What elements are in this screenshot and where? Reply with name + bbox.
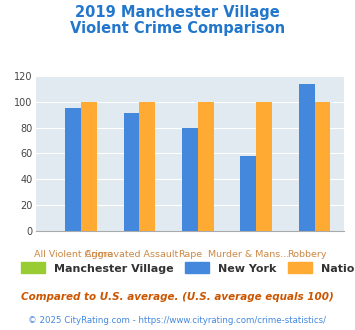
Text: Robbery: Robbery xyxy=(287,250,326,259)
Bar xyxy=(315,102,330,231)
Bar xyxy=(198,102,214,231)
Text: All Violent Crime: All Violent Crime xyxy=(34,250,113,259)
Bar xyxy=(65,108,81,231)
Text: Aggravated Assault: Aggravated Assault xyxy=(85,250,178,259)
Text: Violent Crime Comparison: Violent Crime Comparison xyxy=(70,21,285,36)
Bar xyxy=(299,84,315,231)
Text: Compared to U.S. average. (U.S. average equals 100): Compared to U.S. average. (U.S. average … xyxy=(21,292,334,302)
Bar xyxy=(140,102,155,231)
Text: Rape: Rape xyxy=(178,250,202,259)
Text: 2019 Manchester Village: 2019 Manchester Village xyxy=(75,5,280,20)
Text: Murder & Mans...: Murder & Mans... xyxy=(208,250,289,259)
Bar xyxy=(124,114,140,231)
Text: © 2025 CityRating.com - https://www.cityrating.com/crime-statistics/: © 2025 CityRating.com - https://www.city… xyxy=(28,316,327,325)
Bar xyxy=(182,128,198,231)
Bar xyxy=(256,102,272,231)
Legend: Manchester Village, New York, National: Manchester Village, New York, National xyxy=(16,258,355,278)
Bar xyxy=(81,102,97,231)
Bar xyxy=(240,156,256,231)
